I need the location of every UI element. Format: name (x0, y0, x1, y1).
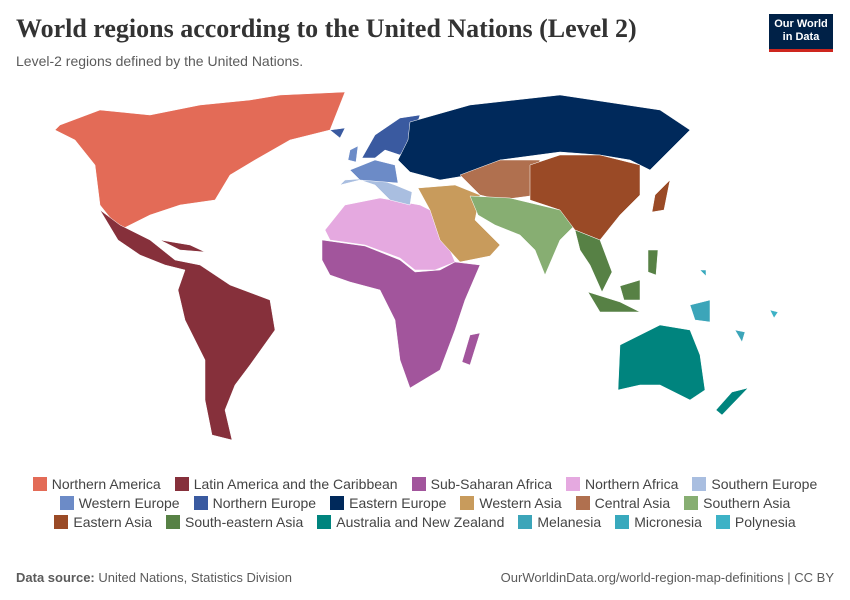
region (689, 299, 711, 323)
region (574, 229, 613, 293)
legend-label: Northern Europe (212, 494, 317, 511)
legend-swatch (32, 476, 47, 491)
legend-swatch (518, 514, 533, 529)
subtitle: Level-2 regions defined by the United Na… (16, 53, 304, 69)
source-label: Data source: (16, 570, 95, 585)
legend-item: Polynesia (715, 513, 796, 530)
legend-label: Eastern Asia (73, 513, 152, 530)
region (54, 91, 346, 231)
legend-item: Eastern Europe (330, 494, 447, 511)
region (349, 159, 399, 184)
region (469, 195, 576, 276)
legend-label: Sub-Saharan Africa (430, 475, 553, 492)
legend-swatch (59, 495, 74, 510)
legend-swatch (193, 495, 208, 510)
legend: Northern America Latin America and the Ca… (30, 475, 820, 530)
legend-item: Southern Asia (684, 494, 791, 511)
legend-swatch (715, 514, 730, 529)
legend-item: Eastern Asia (54, 513, 152, 530)
legend-item: Central Asia (575, 494, 671, 511)
legend-label: Northern America (51, 475, 161, 492)
legend-swatch (165, 514, 180, 529)
legend-item: Northern Africa (566, 475, 679, 492)
region (417, 184, 501, 263)
legend-label: Micronesia (634, 513, 702, 530)
legend-swatch (411, 476, 426, 491)
legend-swatch (460, 495, 475, 510)
region (715, 387, 749, 416)
legend-item: Western Asia (460, 494, 562, 511)
legend-label: Southern Asia (703, 494, 791, 511)
region (321, 239, 481, 389)
legend-item: Sub-Saharan Africa (411, 475, 553, 492)
region (651, 179, 671, 213)
legend-label: Eastern Europe (349, 494, 447, 511)
legend-swatch (684, 495, 699, 510)
legend-swatch (566, 476, 581, 491)
legend-swatch (615, 514, 630, 529)
region (699, 269, 707, 277)
legend-swatch (54, 514, 69, 529)
legend-swatch (692, 476, 707, 491)
legend-label: Western Europe (78, 494, 180, 511)
region (99, 209, 276, 441)
legend-label: Melanesia (537, 513, 602, 530)
region (347, 145, 359, 163)
region (461, 332, 481, 366)
legend-swatch (174, 476, 189, 491)
legend-label: South-eastern Asia (184, 513, 304, 530)
legend-label: Northern Africa (585, 475, 679, 492)
legend-label: Western Asia (479, 494, 562, 511)
legend-label: Southern Europe (711, 475, 818, 492)
region (769, 309, 779, 319)
legend-item: Western Europe (59, 494, 180, 511)
footer-source: Data source: United Nations, Statistics … (16, 570, 292, 585)
legend-label: Australia and New Zealand (336, 513, 505, 530)
legend-label: Central Asia (594, 494, 671, 511)
legend-item: South-eastern Asia (165, 513, 304, 530)
region (329, 127, 346, 139)
legend-item: Southern Europe (692, 475, 818, 492)
map (54, 91, 779, 441)
region (647, 249, 659, 276)
title: World regions according to the United Na… (16, 14, 637, 43)
footer-url: OurWorldinData.org/world-region-map-defi… (500, 570, 834, 585)
region (734, 329, 746, 343)
region (619, 279, 641, 301)
region (587, 291, 641, 313)
legend-item: Melanesia (518, 513, 602, 530)
legend-item: Northern Europe (193, 494, 317, 511)
region (529, 154, 641, 241)
legend-swatch (575, 495, 590, 510)
legend-label: Polynesia (734, 513, 796, 530)
legend-item: Australia and New Zealand (317, 513, 505, 530)
legend-item: Latin America and the Caribbean (174, 475, 398, 492)
region (159, 239, 206, 253)
logo-line: in Data (782, 31, 820, 43)
legend-item: Micronesia (615, 513, 702, 530)
legend-item: Northern America (32, 475, 161, 492)
legend-swatch (317, 514, 332, 529)
source: United Nations, Statistics Division (98, 570, 293, 585)
logo[interactable]: Our World in Data (769, 14, 833, 52)
logo-line: Our World (774, 18, 828, 30)
region (617, 324, 706, 401)
legend-label: Latin America and the Caribbean (193, 475, 398, 492)
legend-swatch (330, 495, 345, 510)
